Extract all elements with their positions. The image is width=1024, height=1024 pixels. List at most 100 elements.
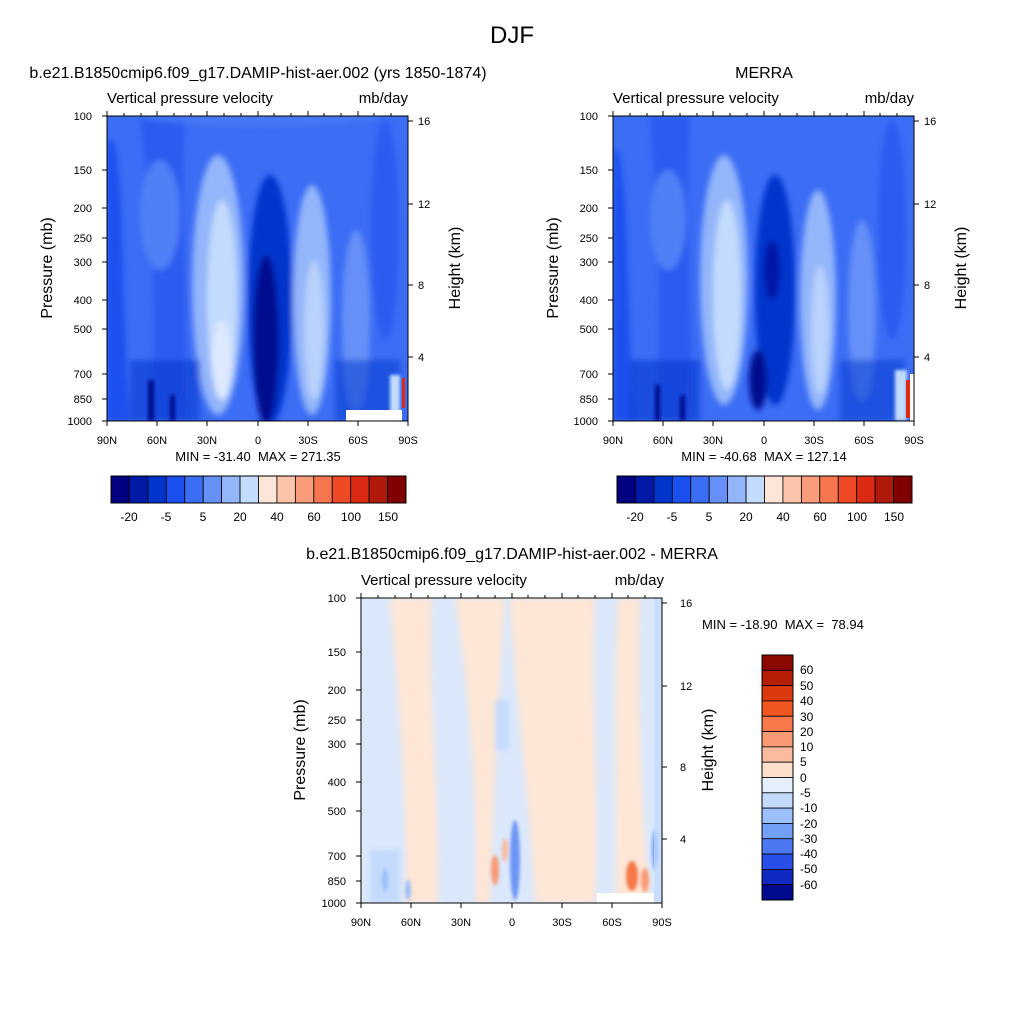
colorbar-label: 20 [800, 725, 814, 739]
x-tick-label: 30S [552, 917, 572, 929]
colorbar-swatch [761, 884, 794, 901]
y-tick-label: 1000 [574, 416, 598, 428]
colorbar-swatch [761, 746, 794, 763]
x-tick-label: 30S [804, 435, 824, 447]
y-right-tick-label: 4 [924, 352, 930, 364]
y-axis-label: Pressure (mb) [545, 217, 562, 318]
x-tick-label: 60N [147, 435, 167, 447]
y-right-axis-label: Height (km) [953, 227, 970, 310]
colorbar-swatch [800, 475, 821, 504]
y-tick-label: 500 [74, 324, 92, 336]
colorbar-label: 5 [706, 510, 713, 524]
panel-title: b.e21.B1850cmip6.f09_g17.DAMIP-hist-aer.… [306, 546, 718, 563]
colorbar-label: -10 [800, 801, 818, 815]
colorbar-label: -5 [667, 510, 678, 524]
panel-title: MERRA [735, 65, 793, 82]
x-tick-label: 60S [348, 435, 368, 447]
colorbar-swatch [893, 475, 913, 504]
y-tick-label: 250 [580, 233, 598, 245]
colorbar-swatch [258, 475, 278, 504]
colorbar-swatch [761, 700, 794, 717]
y-right-tick-label: 12 [418, 199, 430, 211]
x-tick-label: 0 [509, 917, 515, 929]
x-tick-label: 60N [401, 917, 421, 929]
y-tick-label: 700 [328, 851, 346, 863]
x-tick-label: 0 [761, 435, 767, 447]
colorbar-label: -20 [120, 510, 138, 524]
colorbar-swatch [837, 475, 858, 504]
colorbar: 60 50 40 30 20 10 5 0 -5 -10 -20 -30 -40… [761, 654, 818, 901]
panel-model: b.e21.B1850cmip6.f09_g17.DAMIP-hist-aer.… [29, 65, 486, 524]
y-axis-label: Pressure (mb) [39, 217, 56, 318]
colorbar-label: -5 [800, 786, 811, 800]
colorbar-label: 30 [800, 710, 814, 724]
y-right-tick-label: 16 [924, 116, 936, 128]
colorbar-swatch [313, 475, 333, 504]
colorbar-swatch [221, 475, 241, 504]
x-tick-label: 90N [97, 435, 117, 447]
colorbar-swatch [761, 868, 794, 886]
colorbar-label: 50 [800, 679, 814, 693]
colorbar-label: 150 [884, 510, 904, 524]
x-tick-label: 60S [602, 917, 622, 929]
y-tick-label: 400 [580, 295, 598, 307]
colorbar-swatch [874, 475, 894, 504]
colorbar-label: 100 [341, 510, 361, 524]
x-tick-label: 30N [451, 917, 471, 929]
colorbar-swatch [745, 475, 765, 504]
colorbar-swatch [184, 475, 204, 504]
colorbar-label: 40 [270, 510, 284, 524]
colorbar-swatch [276, 475, 296, 504]
y-right-tick-label: 8 [924, 280, 930, 292]
y-right-tick-label: 12 [924, 199, 936, 211]
colorbar-label: -5 [161, 510, 172, 524]
y-right-tick-label: 4 [680, 834, 686, 846]
y-tick-label: 250 [74, 233, 92, 245]
x-tick-label: 90S [652, 917, 672, 929]
panel-subtitle-right: mb/day [359, 90, 409, 107]
min-max-stats: MIN = -40.68 MAX = 127.14 [681, 449, 846, 464]
colorbar-label: -60 [800, 878, 818, 892]
y-tick-label: 100 [580, 111, 598, 123]
y-tick-label: 100 [74, 111, 92, 123]
y-tick-label: 200 [74, 203, 92, 215]
x-tick-label: 90S [904, 435, 924, 447]
y-right-tick-label: 16 [680, 598, 692, 610]
colorbar: -20 -5 5 20 40 60 100 150 [616, 475, 913, 524]
colorbar-swatch [761, 731, 794, 748]
colorbar: -20 -5 5 20 40 60 100 150 [110, 475, 407, 524]
colorbar-swatches [110, 475, 407, 504]
min-max-stats: MIN = -18.90 MAX = 78.94 [702, 617, 864, 632]
colorbar-label: 150 [378, 510, 398, 524]
colorbar-swatch [294, 475, 315, 504]
panel-subtitle-left: Vertical pressure velocity [107, 90, 273, 107]
colorbar-swatch [129, 475, 149, 504]
x-tick-label: 30N [197, 435, 217, 447]
colorbar-swatch [761, 823, 794, 840]
y-right-axis-label: Height (km) [447, 227, 464, 310]
colorbar-swatches [761, 654, 794, 901]
y-tick-label: 850 [74, 394, 92, 406]
colorbar-swatch [671, 475, 692, 504]
y-right-tick-label: 4 [418, 352, 424, 364]
colorbar-label: 40 [800, 694, 814, 708]
colorbar-swatch [761, 761, 794, 778]
y-tick-label: 700 [74, 369, 92, 381]
y-tick-label: 300 [580, 257, 598, 269]
x-tick-label: 90N [351, 917, 371, 929]
colorbar-swatch [147, 475, 167, 504]
colorbar-swatch [856, 475, 876, 504]
x-tick-label: 30N [703, 435, 723, 447]
y-tick-label: 150 [328, 647, 346, 659]
colorbar-label: 100 [847, 510, 867, 524]
colorbar-swatch [761, 654, 794, 671]
colorbar-swatch [331, 475, 352, 504]
colorbar-swatch [761, 715, 794, 732]
colorbar-swatch [761, 838, 794, 855]
plot-frame [608, 111, 919, 426]
panel-merra: MERRA Vertical pressure velocity mb/day [545, 65, 970, 524]
min-max-stats: MIN = -31.40 MAX = 271.35 [175, 449, 340, 464]
colorbar-label: 40 [776, 510, 790, 524]
colorbar-label: 0 [800, 771, 807, 785]
